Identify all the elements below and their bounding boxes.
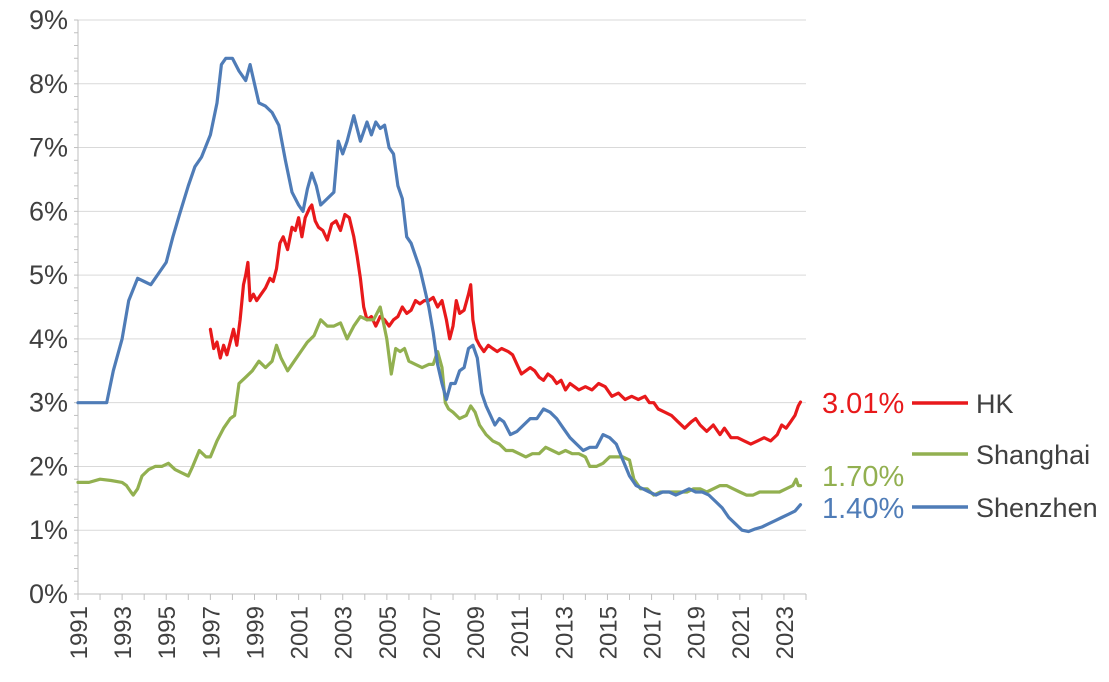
series-lines <box>76 56 803 534</box>
y-tick-label: 2% <box>29 451 68 481</box>
end-label-shanghai: 1.70% <box>822 461 904 493</box>
legend-label-shanghai: Shanghai <box>976 440 1090 470</box>
x-tick-label: 1995 <box>154 606 181 659</box>
end-label-hk: 3.01% <box>822 388 904 420</box>
x-tick-label: 1999 <box>242 606 269 659</box>
y-tick-label: 3% <box>29 388 68 418</box>
x-tick-label: 1997 <box>198 606 225 659</box>
x-tick-label: 2019 <box>684 606 711 659</box>
x-axis-tick-labels: 1991 1993 1995 1997 1999 2001 2003 2005 2007 2009… <box>66 606 799 659</box>
y-tick-label: 4% <box>29 324 68 354</box>
x-tick-label: 2021 <box>728 606 755 659</box>
x-tick-label: 2009 <box>463 606 490 659</box>
x-tick-label: 2003 <box>331 606 358 659</box>
x-tick-label: 2015 <box>595 606 622 659</box>
end-value-labels: 3.01% 1.70%1.40% <box>822 388 904 525</box>
y-tick-label: 5% <box>29 260 68 290</box>
y-tick-label: 9% <box>29 5 68 35</box>
axes <box>74 19 807 600</box>
y-tick-label: 7% <box>29 133 68 163</box>
legend: HK Shanghai Shenzhen <box>912 389 1098 523</box>
y-axis-tick-labels: 0% 1% 2% 3% 4% 5% 6% 7% 8% 9% <box>29 5 68 609</box>
x-tick-label: 2017 <box>640 606 667 659</box>
y-tick-label: 6% <box>29 196 68 226</box>
y-tick-label: 0% <box>29 579 68 609</box>
y-tick-label: 8% <box>29 69 68 99</box>
series-line-hk <box>208 203 803 446</box>
x-tick-label: 1993 <box>110 606 137 659</box>
series-line-shenzhen <box>76 56 803 534</box>
x-tick-label: 1991 <box>66 606 93 659</box>
end-label-shenzhen: 1.40% <box>822 493 904 525</box>
x-tick-label: 2001 <box>287 606 314 659</box>
gridlines <box>78 19 806 531</box>
legend-label-hk: HK <box>976 389 1014 419</box>
x-tick-label: 2023 <box>772 606 799 659</box>
y-tick-label: 1% <box>29 515 68 545</box>
x-tick-label: 2007 <box>419 606 446 659</box>
legend-label-shenzhen: Shenzhen <box>976 493 1098 523</box>
x-tick-label: 2011 <box>507 606 534 658</box>
x-tick-label: 2013 <box>551 606 578 659</box>
x-tick-label: 2005 <box>375 606 402 659</box>
